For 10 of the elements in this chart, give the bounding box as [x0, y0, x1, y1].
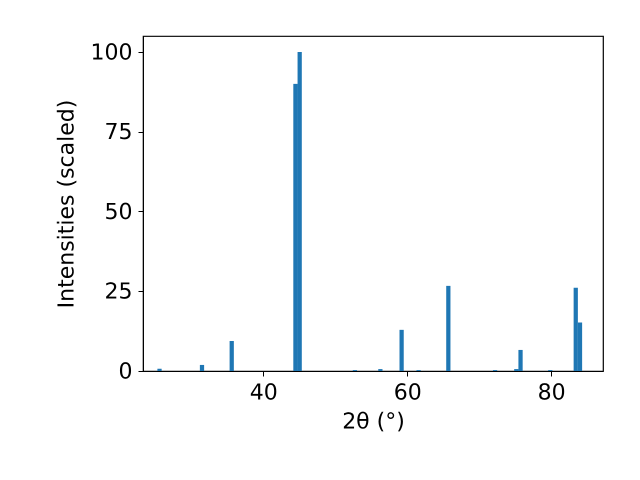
x-tick-label: 40: [250, 380, 278, 406]
y-tick-label: 100: [90, 40, 132, 66]
x-tick-label: 60: [394, 380, 422, 406]
y-tick-label: 25: [104, 280, 132, 305]
x-tick-label: 80: [538, 380, 566, 406]
y-tick-label: 50: [104, 200, 132, 225]
y-tick-label: 0: [118, 360, 132, 384]
x-axis-title: 2θ (°): [342, 410, 405, 434]
y-axis-title: Intensities (scaled): [54, 100, 80, 308]
y-tick-label: 75: [104, 120, 132, 146]
